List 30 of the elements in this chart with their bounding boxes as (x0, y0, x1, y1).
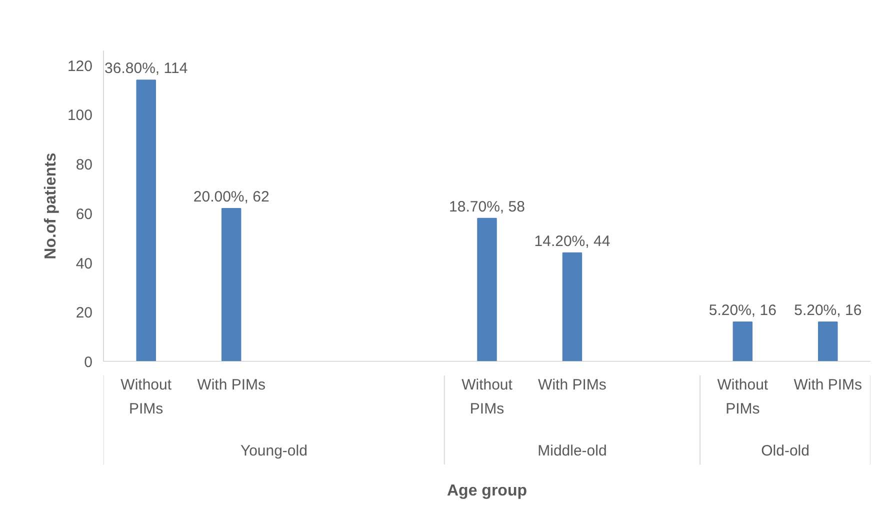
x-tick-label: With PIMs (794, 376, 862, 394)
x-tick-label: With PIMs (538, 376, 606, 394)
data-label: 18.70%, 58 (449, 198, 525, 216)
y-tick-label: 100 (67, 107, 93, 124)
data-label: 14.20%, 44 (534, 232, 610, 250)
y-tick-label: 20 (76, 304, 93, 322)
x-tick-label: Without PIMs (717, 376, 769, 418)
x-axis-title: Age group (447, 482, 528, 500)
y-tick-label: 60 (76, 206, 93, 223)
data-label: 5.20%, 16 (708, 302, 776, 320)
bar (477, 218, 497, 362)
x-tick-label: Without PIMs (120, 376, 172, 418)
text: Young-old (240, 442, 308, 460)
data-label: 5.20%, 16 (794, 302, 862, 320)
bar (562, 252, 582, 362)
y-axis-title: No.of patients (42, 152, 60, 260)
bar (732, 322, 753, 362)
data-label: 20.00%, 62 (193, 188, 270, 206)
y-tick-label: 120 (67, 58, 93, 75)
y-tick-label: 80 (76, 156, 93, 174)
bar (136, 80, 156, 362)
text: Middle-old (538, 442, 607, 460)
bar (818, 322, 838, 362)
x-tick-label: With PIMs (197, 376, 266, 394)
text: Old-old (761, 442, 810, 460)
y-tick-label: 40 (76, 255, 93, 272)
data-label: 36.80%, 114 (104, 60, 188, 78)
y-tick-label: 0 (84, 354, 92, 371)
x-tick-label: Without PIMs (462, 376, 514, 418)
bar (221, 208, 242, 362)
